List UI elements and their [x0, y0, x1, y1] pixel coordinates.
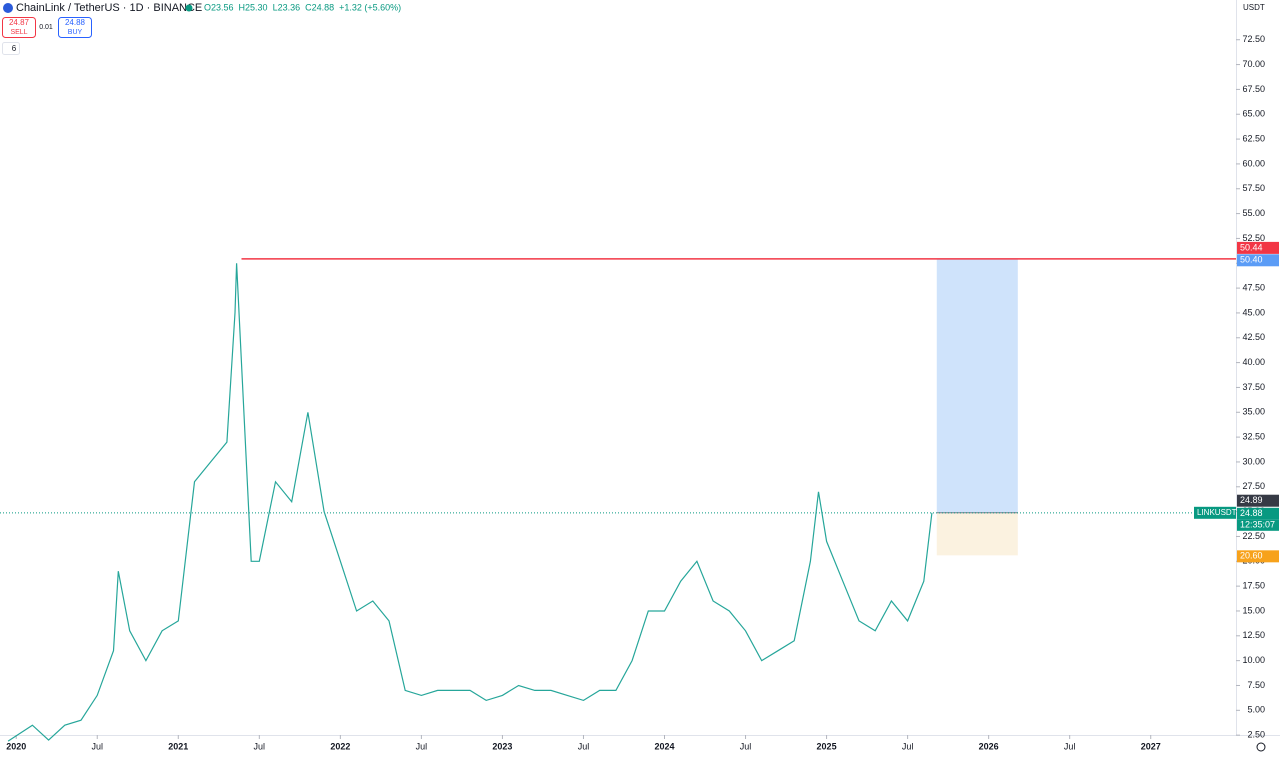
x-tick-label: 2026 [979, 741, 999, 751]
sell-price: 24.87 [9, 18, 30, 27]
y-tick-label: 57.50 [1242, 183, 1265, 193]
y-tick-label: 17.50 [1242, 581, 1265, 591]
price-tag [1237, 241, 1279, 254]
x-tick-label: Jul [1064, 741, 1076, 751]
stop-zone [936, 512, 1018, 556]
sell-label: SELL [10, 29, 27, 36]
symbol-tag: LINKUSDT [1197, 508, 1237, 517]
x-tick-label: Jul [578, 741, 590, 751]
indicators-toggle[interactable] [2, 42, 20, 55]
target-zone [936, 259, 1018, 513]
x-tick-label: 2025 [817, 741, 837, 751]
y-tick-label: 42.50 [1242, 332, 1265, 342]
ohlc-legend: O23.56 H25.30 L23.36 C24.88 +1.32 (+5.60%) [204, 2, 401, 12]
ohlc-value: O23.56 [204, 2, 234, 12]
x-tick-label: Jul [416, 741, 428, 751]
y-tick-label: 2.50 [1247, 730, 1265, 740]
y-tick-label: 12.50 [1242, 630, 1265, 640]
y-tick-label: 32.50 [1242, 431, 1265, 441]
market-status [185, 4, 193, 12]
price-tag-label: 50.40 [1240, 255, 1263, 265]
y-tick-label: 35.00 [1242, 407, 1265, 417]
currency[interactable]: USDT [1243, 3, 1265, 12]
price-tag-label: 24.88 [1240, 508, 1263, 518]
y-tick-label: 45.00 [1242, 307, 1265, 317]
buy-label: BUY [68, 29, 83, 36]
buy-price: 24.88 [65, 18, 86, 27]
symbol-title[interactable]: ChainLink / TetherUS · 1D · BINANCE [16, 2, 202, 14]
price-tag [1237, 507, 1279, 520]
x-tick-label: Jul [740, 741, 752, 751]
y-tick-label: 7.50 [1247, 680, 1265, 690]
y-tick-label: 70.00 [1242, 59, 1265, 69]
price-line [7, 263, 933, 742]
countdown: 12:35:07 [1240, 520, 1275, 530]
y-tick-label: 27.50 [1242, 481, 1265, 491]
ohlc-value: +1.32 (+5.60%) [339, 2, 401, 12]
x-tick-label: 2023 [492, 741, 512, 751]
price-tag [1237, 494, 1279, 507]
y-tick-label: 22.50 [1242, 531, 1265, 541]
y-tick-label: 55.00 [1242, 208, 1265, 218]
y-tick-label: 30.00 [1242, 456, 1265, 466]
ohlc-value: L23.36 [273, 2, 301, 12]
price-tag [1237, 254, 1279, 267]
y-tick-label: 60.00 [1242, 158, 1265, 168]
symbol-icon [3, 3, 13, 13]
spread: 0.01 [39, 24, 53, 31]
y-tick-label: 15.00 [1242, 605, 1265, 615]
x-tick-label: Jul [254, 741, 266, 751]
symbol-tag-bg [1194, 506, 1236, 519]
y-tick-label: 62.50 [1242, 133, 1265, 143]
y-tick-label: 67.50 [1242, 84, 1265, 94]
sell-button[interactable] [2, 17, 36, 38]
x-tick-label: 2021 [168, 741, 188, 751]
price-tag [1237, 550, 1279, 563]
y-tick-label: 72.50 [1242, 34, 1265, 44]
price-tag-label: 24.89 [1240, 495, 1263, 505]
price-tag-label: 50.44 [1240, 242, 1263, 252]
x-tick-label: Jul [902, 741, 914, 751]
price-tag-label: 20.60 [1240, 551, 1263, 561]
y-tick-label: 52.50 [1242, 233, 1265, 243]
ohlc-value: C24.88 [305, 2, 334, 12]
x-tick-label: 2024 [654, 741, 674, 751]
settings-icon[interactable] [1256, 742, 1266, 752]
x-tick-label: Jul [91, 741, 103, 751]
y-tick-label: 37.50 [1242, 382, 1265, 392]
indicators-count: 6 [12, 44, 17, 53]
x-tick-label: 2020 [6, 741, 26, 751]
y-tick-label: 10.00 [1242, 655, 1265, 665]
buy-button[interactable] [58, 17, 92, 38]
countdown-bg [1237, 519, 1279, 531]
y-tick-label: 65.00 [1242, 109, 1265, 119]
y-tick-label: 47.50 [1242, 282, 1265, 292]
y-tick-label: 5.00 [1247, 705, 1265, 715]
x-tick-label: 2027 [1141, 741, 1161, 751]
x-tick-label: 2022 [330, 741, 350, 751]
ohlc-value: H25.30 [239, 2, 268, 12]
y-tick-label: 40.00 [1242, 357, 1265, 367]
